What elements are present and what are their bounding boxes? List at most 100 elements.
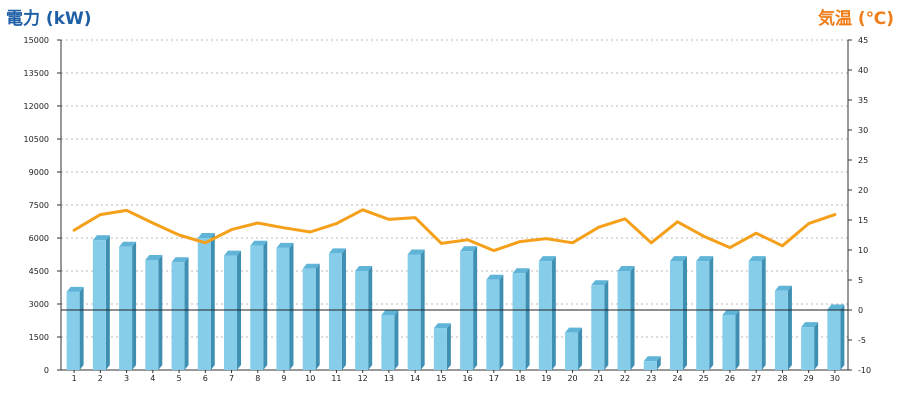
- x-tick-label: 9: [281, 374, 286, 383]
- temperature-line: [72, 208, 837, 253]
- bar: [145, 260, 159, 370]
- x-tick-label: 11: [331, 374, 341, 383]
- bar: [381, 315, 395, 370]
- bar-top: [486, 274, 504, 280]
- x-tick-label: 5: [177, 374, 182, 383]
- x-tick-label: 10: [305, 374, 315, 383]
- right-tick-label: 40: [858, 66, 868, 75]
- bar-top: [591, 280, 609, 286]
- x-tick-label: 16: [463, 374, 473, 383]
- bar-top: [669, 256, 687, 262]
- bar-top: [748, 256, 766, 262]
- x-tick-label: 22: [620, 374, 630, 383]
- bar-top: [801, 322, 819, 328]
- bar-side: [368, 266, 373, 370]
- right-axis-title: 気温 (℃): [817, 9, 894, 29]
- x-tick-label: 30: [830, 374, 840, 383]
- bar: [66, 291, 80, 370]
- x-tick-label: 14: [410, 374, 420, 383]
- bar-top: [565, 327, 583, 333]
- right-tick-label: 30: [858, 126, 868, 135]
- bar-side: [315, 263, 320, 370]
- right-tick-label: -5: [858, 336, 866, 345]
- bar-top: [224, 250, 242, 256]
- x-tick-label: 4: [150, 374, 155, 383]
- bar: [486, 279, 500, 370]
- left-tick-label: 3000: [29, 300, 49, 309]
- left-tick-label: 1500: [29, 333, 49, 342]
- right-tick-label: 20: [858, 186, 868, 195]
- bar: [328, 253, 342, 370]
- x-tick-label: 28: [777, 374, 787, 383]
- bar: [355, 271, 369, 370]
- bar-side: [158, 255, 163, 370]
- bar-side: [210, 233, 215, 370]
- right-tick-label: -10: [858, 366, 871, 375]
- x-tick-label: 2: [98, 374, 103, 383]
- bar-side: [446, 323, 451, 370]
- bar: [538, 261, 552, 370]
- bar-side: [105, 235, 110, 370]
- bar-side: [604, 280, 609, 370]
- x-tick-label: 1: [72, 374, 77, 383]
- bar-top: [328, 248, 346, 254]
- bar: [250, 245, 264, 370]
- bar-side: [263, 240, 268, 370]
- x-tick-label: 27: [751, 374, 761, 383]
- bar-side: [656, 356, 661, 370]
- bar: [197, 238, 211, 370]
- x-tick-label: 7: [229, 374, 234, 383]
- x-tick-label: 15: [436, 374, 446, 383]
- x-tick-label: 8: [255, 374, 260, 383]
- bar-side: [787, 285, 792, 370]
- bar-top: [722, 310, 740, 315]
- left-tick-label: 7500: [29, 201, 49, 210]
- x-tick-label: 29: [804, 374, 814, 383]
- bar-top: [407, 249, 425, 255]
- right-tick-label: 5: [858, 276, 863, 285]
- x-tick-label: 24: [672, 374, 682, 383]
- bar-top: [250, 240, 268, 246]
- x-tick-label: 6: [203, 374, 208, 383]
- bar: [774, 290, 788, 370]
- bar: [696, 261, 710, 370]
- bar-top: [827, 304, 845, 310]
- bar-top: [643, 356, 661, 362]
- bar-top: [92, 235, 110, 241]
- bar-side: [761, 256, 766, 370]
- bar: [302, 268, 316, 370]
- bar-side: [394, 310, 399, 370]
- bar: [460, 251, 474, 370]
- bar-side: [735, 310, 740, 370]
- bar-top: [774, 285, 792, 291]
- bar: [591, 285, 605, 370]
- bar-side: [79, 286, 84, 370]
- x-tick-label: 12: [358, 374, 368, 383]
- bar-side: [682, 256, 687, 370]
- x-tick-label: 23: [646, 374, 656, 383]
- bar-side: [289, 242, 294, 370]
- right-tick-label: 15: [858, 216, 868, 225]
- bar-top: [433, 323, 451, 329]
- x-tick-label: 26: [725, 374, 735, 383]
- bar: [617, 271, 631, 370]
- bar-side: [341, 248, 346, 370]
- bar-top: [145, 255, 163, 260]
- bar: [171, 262, 185, 370]
- x-tick-label: 18: [515, 374, 525, 383]
- left-tick-label: 12000: [24, 102, 49, 111]
- bar: [643, 361, 657, 370]
- bar-side: [814, 322, 819, 370]
- x-tick-label: 13: [384, 374, 394, 383]
- bar-side: [578, 327, 583, 370]
- right-tick-label: 35: [858, 96, 868, 105]
- bar-side: [709, 256, 714, 370]
- bar: [748, 261, 762, 370]
- x-tick-label: 25: [699, 374, 709, 383]
- bar: [224, 255, 238, 370]
- right-tick-label: 45: [858, 36, 868, 45]
- bar-top: [460, 246, 478, 252]
- left-tick-label: 4500: [29, 267, 49, 276]
- bar-top: [355, 266, 373, 271]
